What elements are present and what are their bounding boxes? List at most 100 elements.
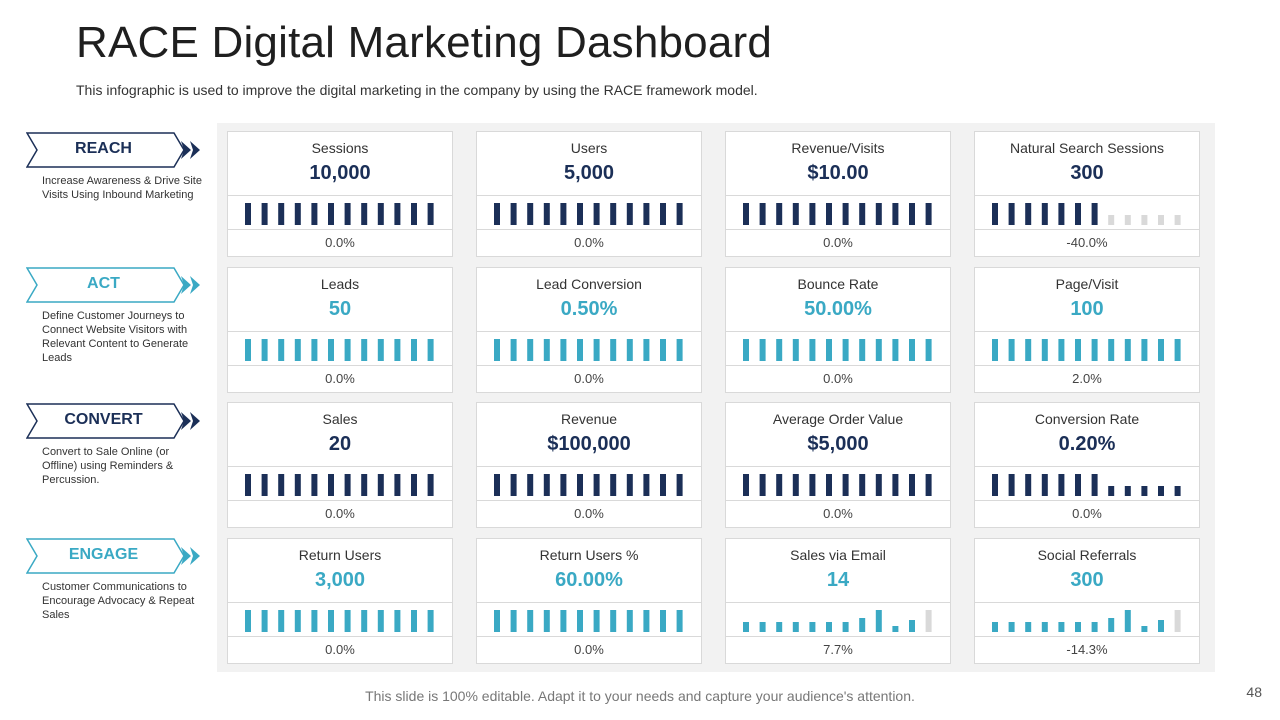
divider bbox=[726, 636, 950, 637]
bar bbox=[1075, 339, 1081, 361]
bar bbox=[859, 474, 866, 496]
mini-bar-chart bbox=[990, 608, 1186, 632]
bar bbox=[626, 474, 633, 496]
metric-name: Leads bbox=[320, 276, 360, 292]
bar bbox=[560, 203, 567, 225]
metric-value: 0.20% bbox=[1058, 433, 1116, 455]
divider bbox=[975, 636, 1199, 637]
bar bbox=[992, 622, 998, 632]
bar bbox=[892, 339, 899, 361]
bar bbox=[527, 474, 534, 496]
bar bbox=[826, 339, 832, 361]
bar bbox=[577, 203, 583, 225]
bar bbox=[1058, 203, 1065, 225]
bar bbox=[743, 339, 749, 361]
metric-value: 300 bbox=[1070, 162, 1104, 184]
bar bbox=[427, 610, 434, 632]
bar bbox=[925, 203, 932, 225]
mini-bar-chart bbox=[990, 201, 1186, 225]
divider bbox=[975, 466, 1199, 467]
bar bbox=[261, 339, 268, 361]
bar bbox=[1041, 622, 1048, 632]
metric-name: Return Users bbox=[298, 547, 382, 563]
bar bbox=[494, 610, 500, 632]
bar bbox=[494, 339, 500, 361]
metric-name: Revenue bbox=[560, 411, 618, 427]
bar bbox=[909, 474, 915, 496]
bar-sparkline bbox=[992, 203, 1181, 225]
bar bbox=[643, 339, 650, 361]
bar bbox=[1058, 339, 1065, 361]
metric-change: 0.0% bbox=[574, 371, 604, 386]
metric-change: 2.0% bbox=[1072, 371, 1102, 386]
bar bbox=[560, 474, 567, 496]
bar bbox=[1091, 339, 1098, 361]
metric-value: $5,000 bbox=[807, 433, 869, 455]
bar bbox=[427, 339, 434, 361]
bar bbox=[1108, 215, 1115, 225]
bar bbox=[278, 474, 285, 496]
bar bbox=[676, 203, 683, 225]
metric-value: 60.00% bbox=[555, 569, 623, 591]
bar bbox=[809, 474, 816, 496]
bar bbox=[1124, 610, 1131, 632]
metric-name: Sessions bbox=[311, 140, 369, 156]
bar bbox=[660, 203, 666, 225]
metric-change: 0.0% bbox=[823, 371, 853, 386]
bar bbox=[311, 474, 318, 496]
mini-bar-chart bbox=[741, 337, 937, 361]
bar bbox=[792, 203, 799, 225]
stage-engage: ENGAGE Customer Communications to Encour… bbox=[26, 536, 206, 656]
divider bbox=[228, 466, 452, 467]
bar bbox=[610, 203, 617, 225]
bar bbox=[411, 203, 417, 225]
metric-name: Lead Conversion bbox=[536, 276, 642, 292]
bar bbox=[1124, 215, 1131, 225]
metric-card: Sales 20 0.0% bbox=[227, 402, 453, 528]
bar bbox=[660, 339, 666, 361]
bar bbox=[842, 474, 849, 496]
bar bbox=[643, 610, 650, 632]
divider bbox=[975, 195, 1199, 196]
bar bbox=[328, 203, 334, 225]
bar bbox=[344, 610, 351, 632]
bar bbox=[411, 610, 417, 632]
bar bbox=[593, 203, 600, 225]
bar bbox=[826, 203, 832, 225]
bar bbox=[427, 474, 434, 496]
bar bbox=[1041, 474, 1048, 496]
bar bbox=[377, 474, 384, 496]
bar bbox=[245, 339, 251, 361]
bar bbox=[1158, 486, 1164, 496]
bar bbox=[743, 622, 749, 632]
page-title: RACE Digital Marketing Dashboard bbox=[76, 18, 773, 67]
bar bbox=[344, 339, 351, 361]
metric-change: 0.0% bbox=[823, 506, 853, 521]
bar-sparkline bbox=[743, 610, 932, 632]
bar bbox=[543, 610, 550, 632]
bar bbox=[776, 203, 783, 225]
bar bbox=[875, 203, 882, 225]
metric-card: Page/Visit 100 2.0% bbox=[974, 267, 1200, 393]
bar bbox=[543, 474, 550, 496]
bar bbox=[1124, 486, 1131, 496]
bar bbox=[1141, 486, 1148, 496]
divider bbox=[975, 331, 1199, 332]
bar bbox=[909, 620, 915, 632]
divider bbox=[726, 195, 950, 196]
bar bbox=[593, 474, 600, 496]
divider bbox=[228, 500, 452, 501]
bar bbox=[344, 474, 351, 496]
bar bbox=[792, 622, 799, 632]
bar bbox=[792, 474, 799, 496]
metric-name: Sales via Email bbox=[790, 547, 886, 563]
bar bbox=[925, 610, 932, 632]
bar bbox=[494, 203, 500, 225]
stage-label: REACH bbox=[75, 140, 132, 157]
bar bbox=[776, 474, 783, 496]
bar bbox=[1174, 610, 1181, 632]
metric-name: Sales bbox=[322, 411, 358, 427]
mini-bar-chart bbox=[492, 608, 688, 632]
divider bbox=[726, 602, 950, 603]
metric-change: 0.0% bbox=[1072, 506, 1102, 521]
